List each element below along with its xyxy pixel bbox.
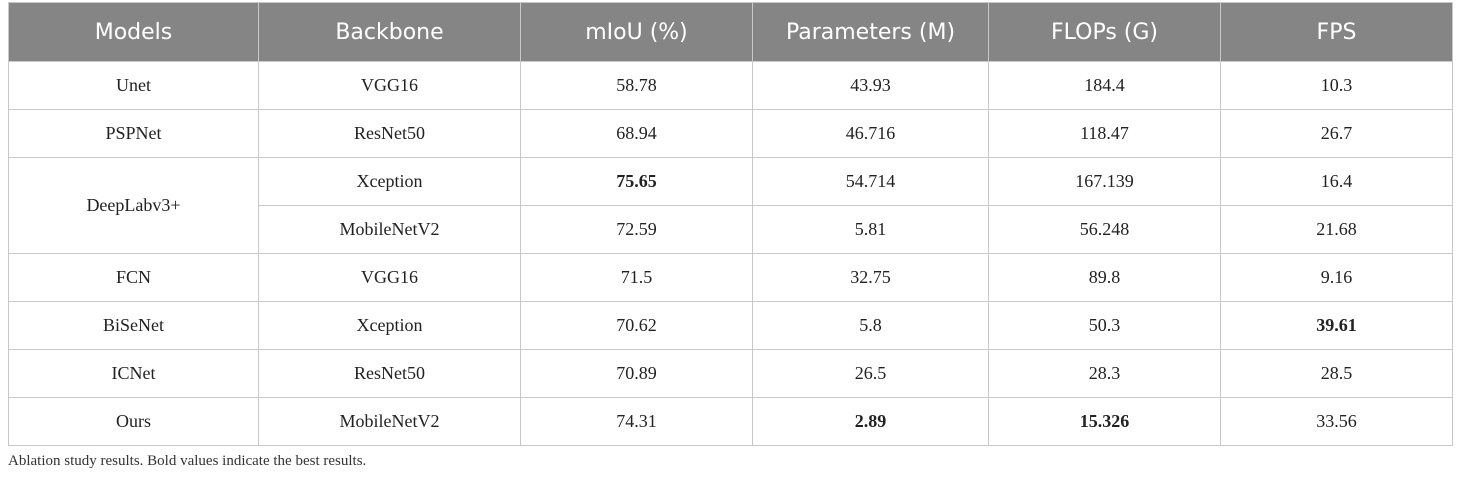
cell: 5.8: [752, 301, 989, 350]
cell: 75.65: [520, 157, 753, 206]
header-cell: Models: [8, 2, 259, 62]
cell: 70.89: [520, 349, 753, 398]
table-body: Unet VGG16 58.78 43.93 184.4 10.3 PSPNet ResNet…: [8, 61, 1453, 446]
cell: 184.4: [988, 61, 1221, 110]
table-row: MobileNetV2 72.59 5.81 56.248 21.68: [9, 205, 1453, 254]
cell: 39.61: [1220, 301, 1453, 350]
cell: 28.5: [1220, 349, 1453, 398]
cell: 71.5: [520, 253, 753, 302]
header-cell: mIoU (%): [520, 2, 753, 62]
table-row: Unet VGG16 58.78 43.93 184.4 10.3: [8, 61, 1453, 110]
header-cell: Backbone: [258, 2, 521, 62]
cell: 46.716: [752, 109, 989, 158]
table-row: Ours MobileNetV2 74.31 2.89 15.326 33.56: [8, 397, 1453, 446]
model-cell: PSPNet: [8, 109, 259, 158]
cell: 54.714: [752, 157, 989, 206]
cell: 10.3: [1220, 61, 1453, 110]
cell: MobileNetV2: [258, 397, 521, 446]
cell: VGG16: [258, 253, 521, 302]
cell: 72.59: [520, 205, 753, 254]
header-cell: Parameters (M): [752, 2, 989, 62]
cell: 68.94: [520, 109, 753, 158]
cell: 50.3: [988, 301, 1221, 350]
caption: Ablation study results. Bold values indi…: [8, 453, 367, 469]
table-row: DeepLabv3+ Xception 75.65 54.714 167.139 16.4: [8, 157, 1453, 254]
cell: VGG16: [258, 61, 521, 110]
cell: ResNet50: [258, 349, 521, 398]
table-row: BiSeNet Xception 70.62 5.8 50.3 39.61: [8, 301, 1453, 350]
cell: 16.4: [1220, 157, 1453, 206]
cell: 43.93: [752, 61, 989, 110]
header-row: Models Backbone mIoU (%) Parameters (M) FLOP…: [8, 2, 1453, 62]
model-cell: BiSeNet: [8, 301, 259, 350]
cell: 167.139: [988, 157, 1221, 206]
cell: 70.62: [520, 301, 753, 350]
cell: 32.75: [752, 253, 989, 302]
cell: 15.326: [988, 397, 1221, 446]
cell: 33.56: [1220, 397, 1453, 446]
cell: 118.47: [988, 109, 1221, 158]
cell: 2.89: [752, 397, 989, 446]
cell: 56.248: [988, 205, 1221, 254]
cell: MobileNetV2: [258, 205, 521, 254]
results-table: Models Backbone mIoU (%) Parameters (M) FLOP…: [8, 2, 1453, 446]
cell: 21.68: [1220, 205, 1453, 254]
cell: 9.16: [1220, 253, 1453, 302]
cell: Xception: [258, 157, 521, 206]
model-cell: Ours: [8, 397, 259, 446]
table-row: PSPNet ResNet50 68.94 46.716 118.47 26.7: [8, 109, 1453, 158]
table-row: FCN VGG16 71.5 32.75 89.8 9.16: [8, 253, 1453, 302]
model-cell: Unet: [8, 61, 259, 110]
cell: 74.31: [520, 397, 753, 446]
cell: ResNet50: [258, 109, 521, 158]
cell: 5.81: [752, 205, 989, 254]
cell: Xception: [258, 301, 521, 350]
header-cell: FLOPs (G): [988, 2, 1221, 62]
cell: 28.3: [988, 349, 1221, 398]
cell: 26.5: [752, 349, 989, 398]
cell: 26.7: [1220, 109, 1453, 158]
cell: 89.8: [988, 253, 1221, 302]
model-cell: ICNet: [8, 349, 259, 398]
header-cell: FPS: [1220, 2, 1453, 62]
table-row: ICNet ResNet50 70.89 26.5 28.3 28.5: [8, 349, 1453, 398]
cell: 58.78: [520, 61, 753, 110]
model-cell: FCN: [8, 253, 259, 302]
model-cell: DeepLabv3+: [8, 157, 259, 254]
